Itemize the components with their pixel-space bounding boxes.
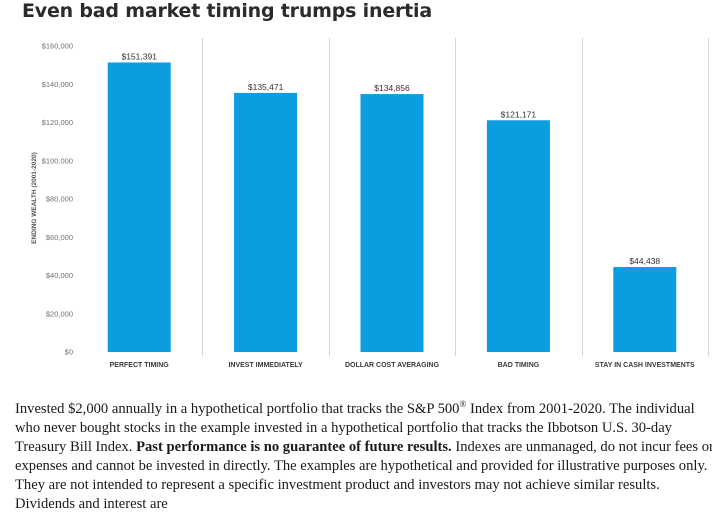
category-label: BAD TIMING	[498, 362, 540, 369]
y-axis-label-group: ENDING WEALTH (2001-2020)	[31, 152, 38, 244]
y-axis-ticks: $0 $20,000 $40,000 $60,000 $80,000 $100,000 $1…	[42, 42, 73, 357]
page-title: Even bad market timing trumps inertia	[22, 0, 432, 22]
y-axis-label: ENDING WEALTH (2001-2020)	[31, 152, 38, 244]
y-tick-label: $60,000	[46, 233, 73, 242]
y-tick-label: $0	[65, 348, 73, 357]
data-labels: $151,391 $135,471 $134,856 $121,171 $44,438	[121, 51, 660, 266]
bar	[107, 62, 171, 352]
category-label: STAY IN CASH INVESTMENTS	[595, 362, 695, 369]
category-label: DOLLAR COST AVERAGING	[345, 362, 440, 369]
bar	[234, 92, 298, 352]
caption-bold-text: Past performance is no guarantee of futu…	[136, 438, 452, 455]
category-label: INVEST IMMEDIATELY	[228, 362, 303, 369]
bars	[107, 62, 677, 353]
y-tick-label: $120,000	[42, 118, 73, 127]
registered-mark: ®	[459, 399, 467, 409]
bar-chart: ENDING WEALTH (2001-2020) $0 $20,000 $40,0…	[31, 38, 709, 369]
data-label: $121,171	[501, 109, 537, 119]
bar	[486, 120, 550, 352]
data-label: $44,438	[629, 256, 660, 266]
y-tick-label: $20,000	[46, 309, 73, 318]
y-tick-label: $80,000	[46, 195, 73, 204]
caption-text-2: Index from 2001-2020. The individual who…	[15, 400, 695, 455]
bar	[360, 94, 424, 353]
category-separators	[202, 38, 709, 356]
data-label: $135,471	[248, 82, 284, 92]
y-tick-label: $160,000	[42, 42, 73, 51]
data-label: $151,391	[121, 51, 157, 61]
y-tick-label: $140,000	[42, 80, 73, 89]
category-label: PERFECT TIMING	[110, 362, 170, 369]
disclosure-caption: Invested $2,000 annually in a hypothetic…	[15, 395, 712, 514]
y-tick-label: $100,000	[42, 156, 73, 165]
category-labels: PERFECT TIMING INVEST IMMEDIATELY DOLLAR C…	[110, 362, 695, 369]
y-tick-label: $40,000	[46, 271, 73, 280]
bar	[613, 267, 677, 352]
data-label: $134,856	[374, 83, 410, 93]
caption-text-1: Invested $2,000 annually in a hypothetic…	[15, 400, 460, 417]
